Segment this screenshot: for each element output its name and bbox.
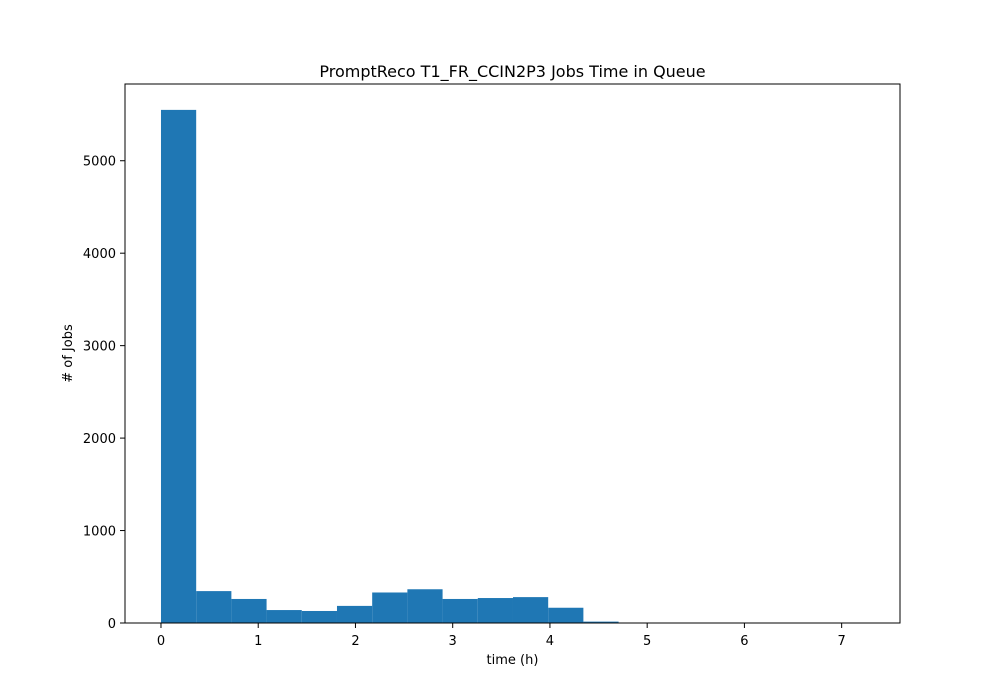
x-tick-label: 4	[546, 634, 554, 649]
x-tick-label: 0	[157, 634, 165, 649]
y-axis-label: # of Jobs	[61, 324, 76, 383]
plot-frame	[124, 83, 901, 624]
x-tick-label: 6	[740, 634, 748, 649]
x-tick-label: 7	[838, 634, 846, 649]
histogram-bar	[548, 607, 584, 623]
y-tick-label: 1000	[83, 525, 116, 540]
y-tick-label: 5000	[83, 155, 116, 170]
histogram-bar	[196, 591, 232, 623]
histogram-bar	[336, 605, 373, 623]
x-tick-label: 1	[254, 634, 262, 649]
y-tick-label: 4000	[83, 247, 116, 262]
histogram-bars	[160, 109, 865, 624]
x-tick-label: 2	[351, 634, 359, 649]
x-tick-label: 5	[643, 634, 651, 649]
y-axis-ticks: 0 1000 2000 3000 4000 5000	[83, 155, 125, 632]
histogram-bar	[583, 621, 619, 623]
y-tick-label: 2000	[83, 432, 116, 447]
x-axis-ticks: 0 1 2 3 4 5 6 7	[157, 623, 846, 649]
x-axis-label: time (h)	[487, 653, 539, 668]
chart-title: PromptReco T1_FR_CCIN2P3 Jobs Time in Qu…	[319, 62, 705, 82]
histogram-bar	[477, 598, 513, 623]
histogram-bar	[372, 592, 408, 623]
histogram-bar	[512, 597, 549, 623]
y-tick-label: 0	[108, 617, 116, 632]
histogram-bar	[160, 109, 197, 624]
x-tick-label: 3	[449, 634, 457, 649]
y-tick-label: 3000	[83, 340, 116, 355]
histogram-bar	[266, 610, 302, 623]
histogram-bar	[442, 598, 478, 623]
histogram-bar	[301, 610, 337, 623]
histogram-bar	[231, 598, 267, 623]
histogram-bar	[407, 589, 443, 623]
